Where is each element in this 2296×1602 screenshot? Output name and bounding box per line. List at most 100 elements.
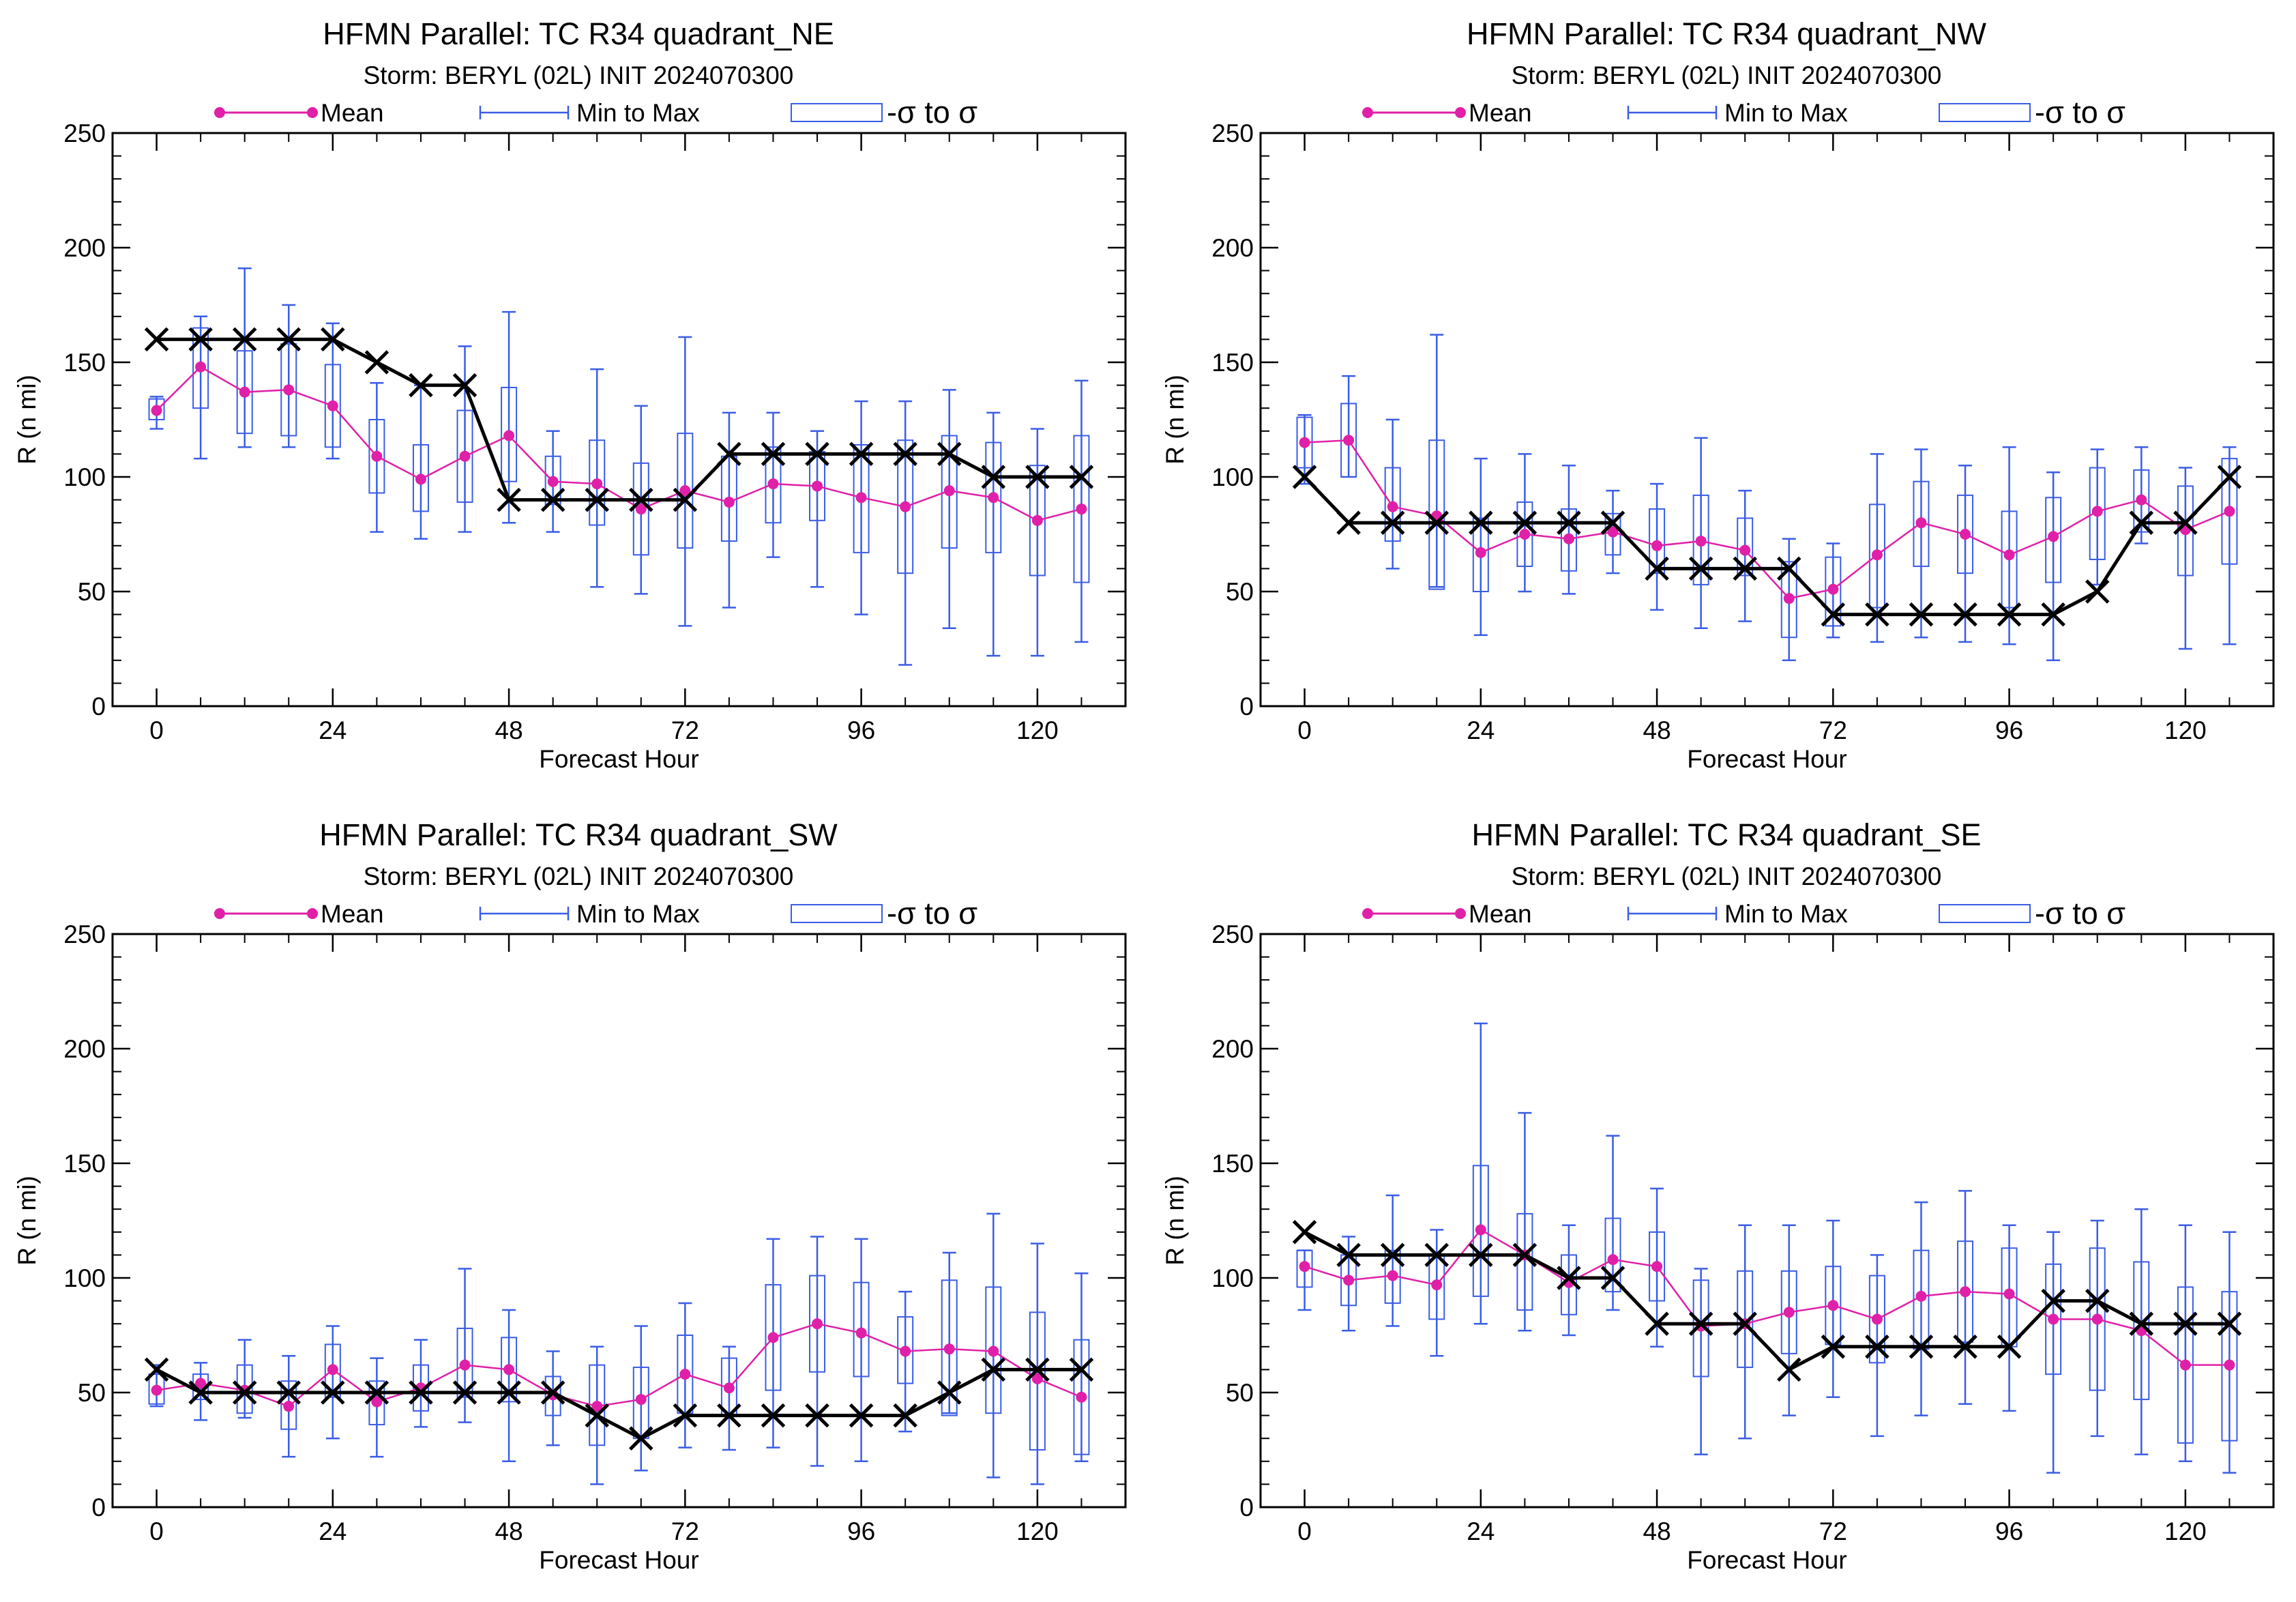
best-track-x-marker: [849, 441, 874, 467]
best-track-x-marker: [1953, 1335, 1977, 1359]
best-track-x-marker: [1688, 1311, 1713, 1336]
mean-point: [767, 478, 779, 490]
best-track-x-marker: [364, 1380, 389, 1405]
best-track-x-marker: [1424, 510, 1449, 535]
sigma-box: [1692, 1279, 1709, 1378]
legend-sigma-label: -σ to σ: [2035, 896, 2125, 931]
sigma-box: [1780, 561, 1797, 639]
legend-mean-label: Mean: [1469, 99, 1532, 127]
mean-point: [151, 1384, 162, 1396]
sigma-box: [1604, 1217, 1621, 1293]
best-track-x-marker: [673, 1403, 698, 1428]
best-track-x-marker: [1997, 1335, 2022, 1359]
mean-point: [900, 1345, 911, 1357]
mean-point: [723, 496, 735, 508]
y-axis-label: R (n mi): [1161, 1176, 1189, 1266]
best-track-x-marker: [2173, 1311, 2198, 1336]
sigma-box: [1029, 465, 1046, 577]
x-axis-label: Forecast Hour: [539, 745, 698, 773]
best-track-x-marker: [452, 1380, 477, 1405]
best-track-x-marker: [144, 327, 169, 352]
x-tick-label: 48: [1643, 1517, 1671, 1545]
sigma-box: [1384, 467, 1401, 542]
best-track-x-marker: [1865, 602, 1889, 627]
best-track-x-marker: [2041, 1288, 2065, 1313]
mean-point: [1387, 501, 1398, 512]
best-track-x-marker: [540, 1380, 565, 1405]
mean-point: [767, 1332, 779, 1343]
mean-point: [1607, 526, 1619, 538]
y-tick-label: 150: [1211, 1150, 1254, 1178]
mean-point: [1960, 529, 1971, 540]
best-track-x-marker: [1469, 510, 1493, 535]
chart-title: HFMN Parallel: TC R34 quadrant_NE: [323, 16, 834, 51]
y-tick-label: 200: [1211, 1035, 1254, 1063]
best-track-x-marker: [849, 1403, 874, 1428]
sigma-box: [368, 1380, 385, 1426]
data-layer: [1292, 334, 2242, 662]
x-tick-label: 72: [1819, 716, 1847, 744]
mean-point: [327, 1364, 338, 1375]
x-tick-label: 120: [2164, 716, 2207, 744]
mean-point: [371, 1396, 383, 1408]
legend-sigma-box: [791, 904, 883, 923]
sigma-box: [765, 1284, 782, 1391]
y-tick-label: 100: [1211, 1264, 1254, 1292]
mean-point: [195, 361, 207, 373]
best-track-x-marker: [673, 487, 698, 512]
mean-point: [1607, 1254, 1619, 1266]
y-tick-label: 250: [63, 920, 106, 948]
x-tick-label: 24: [1467, 1517, 1495, 1545]
best-track-x-marker: [409, 1380, 433, 1405]
mean-point: [855, 1327, 867, 1339]
data-layer: [1292, 1022, 2242, 1474]
best-track-x-marker: [321, 327, 345, 352]
best-track-x-marker: [2217, 465, 2242, 489]
sigma-box: [1737, 517, 1754, 577]
sigma-box: [1692, 494, 1709, 585]
chart-svg: HFMN Parallel: TC R34 quadrant_SE Storm: …: [1161, 817, 2275, 1574]
mean-point: [591, 478, 603, 490]
x-tick-label: 96: [1995, 1517, 2023, 1545]
mean-point: [1343, 435, 1355, 446]
best-track-x-marker: [1821, 602, 1846, 627]
best-track-line: [156, 337, 1082, 502]
legend-sigma-label: -σ to σ: [887, 896, 977, 931]
mean-point: [1651, 540, 1663, 551]
x-tick-label: 0: [1297, 716, 1312, 744]
x-tick-label: 96: [847, 1517, 875, 1545]
sigma-box: [501, 386, 518, 482]
mean-point: [1871, 1313, 1883, 1325]
legend-mean-marker: [214, 107, 225, 118]
sigma-box: [148, 398, 165, 421]
mean-line: [1304, 1228, 2230, 1366]
chart-svg: HFMN Parallel: TC R34 quadrant_SW Storm: …: [13, 817, 1127, 1574]
legend-range-label: Min to Max: [1724, 900, 1848, 928]
best-track-x-marker: [1557, 1266, 1581, 1290]
sigma-box: [544, 455, 561, 506]
mean-point: [1827, 1300, 1839, 1311]
best-track-x-marker: [2085, 579, 2110, 604]
chart-panel-sw: HFMN Parallel: TC R34 quadrant_SW Storm: …: [0, 801, 1148, 1602]
best-track-x-marker: [1025, 1357, 1050, 1382]
mean-point: [679, 1369, 691, 1380]
best-track-x-marker: [1557, 510, 1581, 535]
chart-svg: HFMN Parallel: TC R34 quadrant_NE Storm: …: [13, 16, 1127, 773]
sigma-box: [1073, 1339, 1090, 1455]
chart-title: HFMN Parallel: TC R34 quadrant_NW: [1467, 16, 1986, 51]
sigma-box: [1957, 494, 1974, 574]
best-track-x-marker: [232, 1380, 257, 1405]
mean-point: [2136, 494, 2147, 506]
best-track-x-marker: [1336, 510, 1361, 535]
best-track-x-marker: [585, 1403, 609, 1428]
legend-sigma-box: [1939, 904, 2031, 923]
data-layer: [144, 1212, 1094, 1485]
legend-mean-marker: [1455, 107, 1466, 118]
mean-point: [503, 1364, 515, 1375]
legend-range-label: Min to Max: [1724, 99, 1848, 127]
y-tick-label: 100: [1211, 463, 1254, 491]
legend-mean-label: Mean: [321, 900, 384, 928]
best-track-x-marker: [540, 487, 565, 512]
best-track-x-marker: [364, 350, 389, 375]
best-track-x-marker: [232, 327, 257, 352]
